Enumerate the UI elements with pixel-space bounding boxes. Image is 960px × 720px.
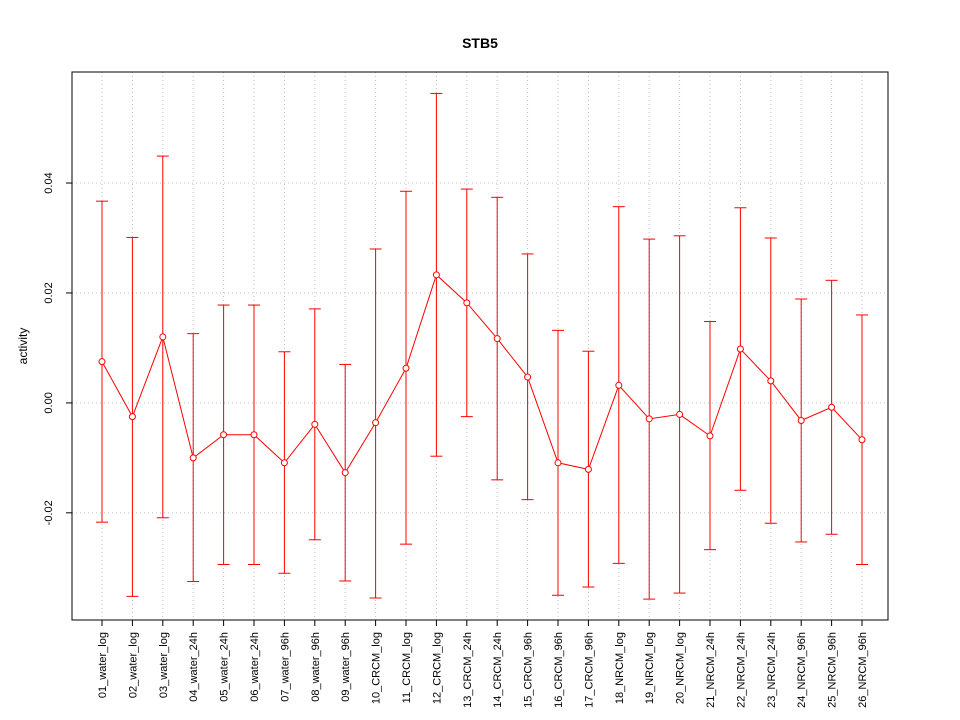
data-point bbox=[98, 358, 106, 366]
x-tick-label: 05_water_24h bbox=[219, 632, 231, 702]
grid-lines bbox=[72, 72, 888, 620]
x-tick-label: 02_water_log bbox=[127, 632, 139, 698]
y-tick-label: 0.04 bbox=[43, 172, 55, 193]
x-tick-label: 16_CRCM_96h bbox=[553, 632, 565, 708]
data-point bbox=[645, 415, 653, 423]
x-tick-label: 13_CRCM_24h bbox=[462, 632, 474, 708]
y-tick-label: -0.02 bbox=[43, 500, 55, 525]
data-point bbox=[676, 410, 684, 418]
data-point bbox=[402, 364, 410, 372]
x-tick-label: 01_water_log bbox=[97, 632, 109, 698]
y-axis: -0.02 0.00 0.02 0.04 bbox=[43, 172, 72, 525]
x-tick-label: 17_CRCM_96h bbox=[583, 632, 595, 708]
x-tick-label: 24_NRCM_96h bbox=[796, 632, 808, 708]
data-point bbox=[524, 373, 532, 381]
x-tick-label: 21_NRCM_24h bbox=[705, 632, 717, 708]
x-tick-label: 23_NRCM_24h bbox=[766, 632, 778, 708]
plot-frame bbox=[71, 71, 889, 621]
x-tick-label: 03_water_log bbox=[158, 632, 170, 698]
y-axis-label: activity bbox=[16, 328, 30, 365]
data-point bbox=[797, 416, 805, 424]
data-point bbox=[493, 335, 501, 343]
x-tick-label: 26_NRCM_96h bbox=[857, 632, 869, 708]
error-bars bbox=[96, 92, 868, 600]
data-point bbox=[128, 413, 136, 421]
data-point bbox=[189, 454, 197, 462]
data-point bbox=[767, 377, 775, 385]
x-tick-label: 08_water_96h bbox=[310, 632, 322, 702]
x-tick-label: 20_NRCM_log bbox=[675, 632, 687, 704]
data-point bbox=[280, 459, 288, 467]
series-line bbox=[101, 273, 863, 474]
x-tick-label: 12_CRCM_log bbox=[431, 632, 443, 704]
data-point bbox=[463, 299, 471, 307]
data-point bbox=[828, 403, 836, 411]
x-tick-label: 09_water_96h bbox=[340, 632, 352, 702]
data-point bbox=[615, 381, 623, 389]
x-tick-label: 10_CRCM_log bbox=[371, 632, 383, 704]
y-tick-label: 0.02 bbox=[43, 282, 55, 303]
x-tick-label: 19_NRCM_log bbox=[644, 632, 656, 704]
data-point bbox=[736, 345, 744, 353]
data-point bbox=[584, 465, 592, 473]
x-tick-label: 15_CRCM_96h bbox=[523, 632, 535, 708]
data-point bbox=[706, 432, 714, 440]
x-tick-label: 25_NRCM_96h bbox=[827, 632, 839, 708]
x-axis: 01_water_log 02_water_log 03_water_log 04_w… bbox=[97, 620, 869, 708]
chart-title: STB5 bbox=[462, 35, 498, 51]
data-point bbox=[858, 436, 866, 444]
data-point bbox=[220, 431, 228, 439]
y-tick-label: 0.00 bbox=[43, 392, 55, 413]
data-point bbox=[311, 420, 319, 428]
data-point bbox=[372, 419, 380, 427]
data-point bbox=[432, 271, 440, 279]
data-point bbox=[554, 459, 562, 467]
x-tick-label: 14_CRCM_24h bbox=[492, 632, 504, 708]
data-point bbox=[159, 333, 167, 341]
data-point bbox=[341, 469, 349, 477]
x-tick-label: 11_CRCM_log bbox=[401, 632, 413, 703]
series-path bbox=[101, 273, 863, 474]
x-tick-label: 07_water_96h bbox=[279, 632, 291, 702]
data-points bbox=[98, 271, 866, 477]
x-tick-label: 04_water_24h bbox=[188, 632, 200, 702]
data-point bbox=[250, 431, 258, 439]
x-tick-label: 06_water_24h bbox=[249, 632, 261, 702]
x-tick-label: 22_NRCM_24h bbox=[735, 632, 747, 708]
x-tick-label: 18_NRCM_log bbox=[614, 632, 626, 704]
